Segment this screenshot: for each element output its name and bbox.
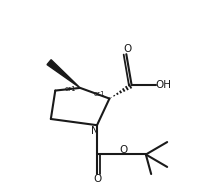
Text: N: N — [91, 125, 99, 136]
Polygon shape — [47, 60, 80, 88]
Text: or1: or1 — [94, 91, 105, 97]
Text: O: O — [123, 44, 131, 54]
Text: OH: OH — [155, 80, 171, 90]
Text: or1: or1 — [64, 86, 76, 92]
Text: O: O — [119, 144, 128, 155]
Text: O: O — [93, 174, 101, 184]
